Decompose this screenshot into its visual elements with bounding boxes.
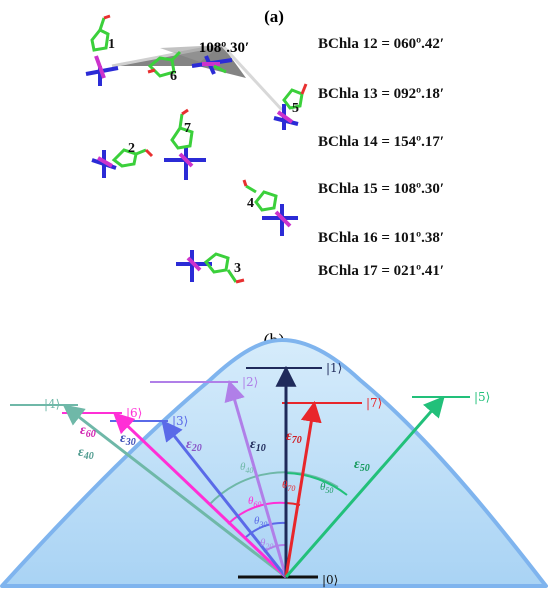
bchla-molecule-3	[176, 250, 245, 284]
molecule-number-4: 4	[247, 196, 254, 211]
bchla-molecule-7	[164, 108, 206, 180]
molecular-plane	[111, 43, 284, 112]
dome-background	[0, 338, 548, 588]
state-label-2: |2⟩	[242, 375, 258, 389]
state-label-4: |4⟩	[44, 397, 60, 411]
angle-table: BChla 12 = 060º.42′ BChla 13 = 092º.18′ BC…	[318, 36, 444, 279]
panel-b: (b) |0⟩	[0, 330, 548, 588]
angle-row: BChla 16 = 101º.38′	[318, 230, 444, 246]
panel-a-label: (a)	[264, 7, 284, 26]
arc-theta-50	[285, 472, 348, 496]
bchla-molecule-center	[191, 55, 233, 75]
molecule-number-7: 7	[184, 121, 191, 136]
angle-row: BChla 15 = 108º.30′	[318, 181, 444, 197]
arc-theta-40	[208, 471, 339, 506]
state-label-6: |6⟩	[126, 406, 142, 420]
vector-epsilon-20	[224, 379, 288, 578]
bchla-molecule-6	[147, 50, 182, 78]
arc-theta-30	[245, 521, 287, 538]
panel-a: (a) 108º.30′	[85, 7, 444, 284]
angle-row: BChla 17 = 021º.41′	[318, 263, 444, 279]
state-label-1: |1⟩	[326, 361, 342, 375]
angle-row: BChla 12 = 060º.42′	[318, 36, 444, 52]
state-labels: |1⟩ |2⟩ |3⟩ |4⟩ |5⟩ |6⟩ |7⟩	[44, 361, 490, 428]
vector-epsilon-40	[62, 404, 287, 579]
arc-theta-60	[227, 501, 287, 525]
state-label-3: |3⟩	[172, 414, 188, 428]
molecule-number-2: 2	[128, 141, 135, 156]
highlight-angle: 108º.30′	[199, 40, 249, 56]
bchla-molecule-1	[85, 14, 119, 86]
bchla-molecule-2	[91, 148, 154, 178]
molecule-number-5: 5	[292, 101, 299, 116]
molecule-number-1: 1	[108, 37, 115, 52]
vector-epsilon-50	[284, 395, 445, 578]
angle-row: BChla 13 = 092º.18′	[318, 86, 444, 102]
ground-state-label: |0⟩	[322, 573, 338, 587]
bchla-molecule-5	[273, 83, 308, 130]
vector-epsilon-60	[112, 412, 288, 579]
molecule-number-3: 3	[234, 261, 241, 276]
vector-label-40: ε40	[78, 445, 94, 462]
vector-epsilon-70	[284, 400, 322, 578]
angle-row: BChla 14 = 154º.17′	[318, 134, 444, 150]
state-label-7: |7⟩	[366, 396, 382, 410]
state-label-5: |5⟩	[474, 390, 490, 404]
bchla-molecule-4	[242, 179, 298, 236]
transition-vectors	[62, 365, 445, 579]
molecule-number-6: 6	[170, 69, 177, 84]
vector-epsilon-30	[161, 419, 288, 578]
